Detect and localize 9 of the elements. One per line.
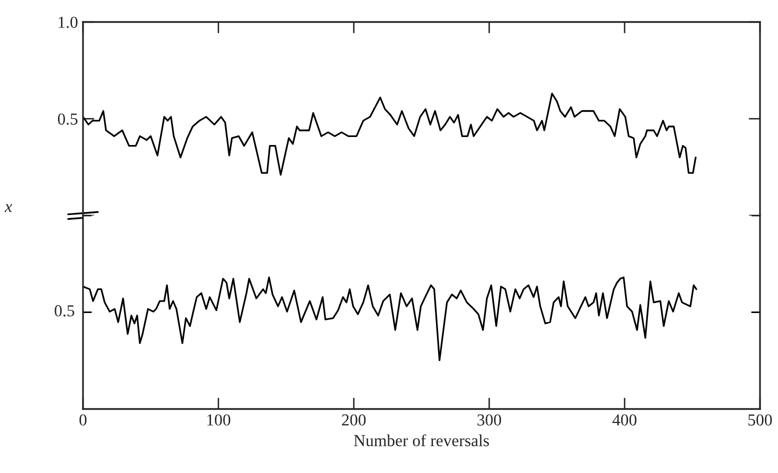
x-tick-label: 500 [748, 414, 772, 426]
x-tick-label: 300 [477, 414, 502, 426]
x-tick-label: 200 [342, 414, 366, 426]
x-axis-title: Number of reversals [354, 434, 489, 446]
x-tick-label: 100 [207, 414, 230, 426]
x-tick-label: 0 [79, 414, 87, 426]
y-axis-title: x [4, 204, 12, 212]
y-tick-label: 1.0 [58, 16, 78, 28]
x-tick-label: 400 [612, 414, 636, 426]
